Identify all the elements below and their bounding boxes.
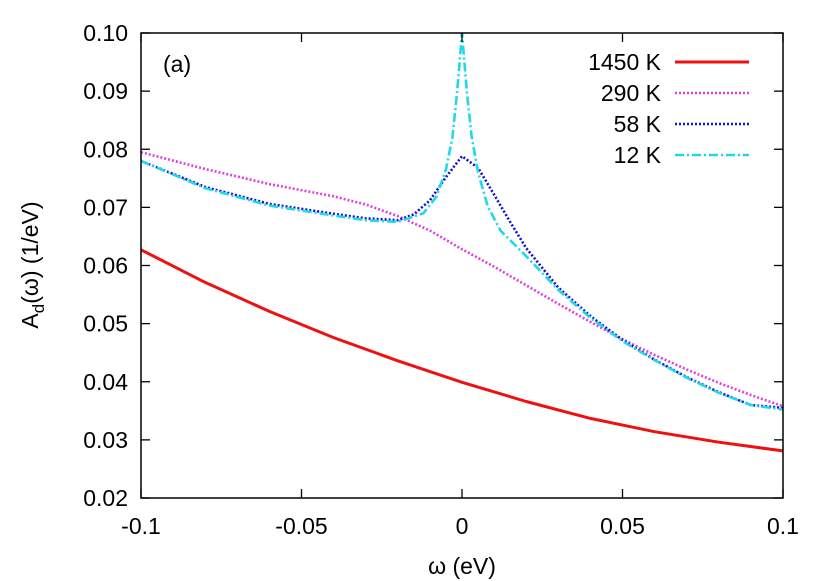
y-axis-title-prefix: A — [17, 313, 43, 329]
series-line-290-k — [141, 150, 783, 408]
legend-label: 1450 K — [588, 49, 662, 75]
plot-frame — [140, 32, 784, 499]
tick-layer: -0.1 -0.05 0 0.05 0.1 0.02 0.03 0.04 0.05 0.06 0.0… — [83, 20, 799, 539]
y-axis-title: Ad(ω) (1/eV) — [17, 201, 48, 328]
y-tick-label: 0.06 — [83, 253, 128, 279]
y-tick-label: 0.03 — [83, 427, 128, 453]
x-tick-label: 0.1 — [767, 513, 799, 539]
panel-label: (a) — [163, 51, 191, 77]
y-tick-label: 0.09 — [83, 78, 128, 104]
legend-label: 290 K — [601, 80, 662, 106]
series-line-1450-k — [141, 248, 783, 453]
x-axis-title: ω (eV) — [428, 553, 496, 579]
legend-label: 58 K — [614, 111, 662, 137]
y-tick-label: 0.07 — [83, 194, 128, 220]
legend-label: 12 K — [614, 142, 662, 168]
series-line-12-k — [141, 33, 783, 411]
x-tick-label: -0.05 — [275, 513, 327, 539]
x-tick-label: -0.1 — [121, 513, 161, 539]
x-tick-label: 0.05 — [600, 513, 645, 539]
y-axis-title-suffix: (ω) (1/eV) — [17, 201, 43, 303]
y-axis-title-subscript: d — [29, 304, 48, 313]
legend: 1450 K 290 K 58 K 12 K — [588, 49, 749, 168]
y-tick-label: 0.04 — [83, 369, 128, 395]
y-tick-label: 0.02 — [83, 485, 128, 511]
y-tick-label: 0.08 — [83, 136, 128, 162]
y-tick-label: 0.10 — [83, 20, 128, 46]
x-tick-label: 0 — [456, 513, 469, 539]
y-tick-label: 0.05 — [83, 311, 128, 337]
series-layer — [141, 33, 783, 453]
